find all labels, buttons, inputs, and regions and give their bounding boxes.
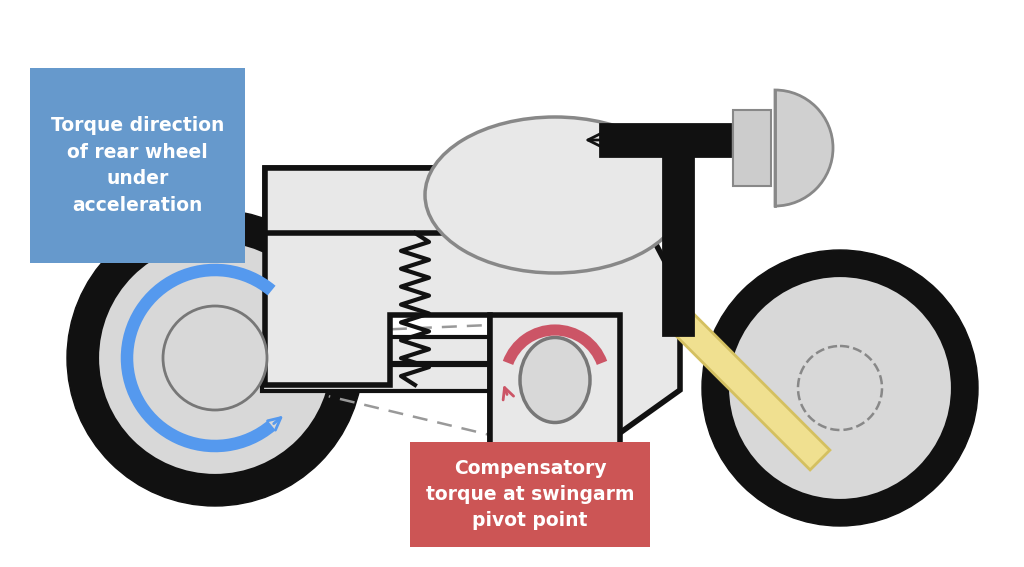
Bar xyxy=(663,140,693,335)
Text: Torque direction
of rear wheel
under
acceleration: Torque direction of rear wheel under acc… xyxy=(51,116,224,215)
Bar xyxy=(262,337,530,363)
Bar xyxy=(410,442,650,547)
Circle shape xyxy=(798,346,882,430)
Ellipse shape xyxy=(425,117,685,273)
Polygon shape xyxy=(670,310,829,470)
Polygon shape xyxy=(265,168,680,445)
Bar xyxy=(262,365,530,391)
Circle shape xyxy=(163,306,267,410)
Bar xyxy=(600,124,730,156)
Text: Compensatory
torque at swingarm
pivot point: Compensatory torque at swingarm pivot po… xyxy=(426,459,634,531)
Bar xyxy=(30,68,245,263)
Bar xyxy=(265,168,460,233)
Circle shape xyxy=(727,275,953,501)
Bar xyxy=(733,110,771,186)
Ellipse shape xyxy=(520,337,590,422)
Circle shape xyxy=(67,210,362,506)
Wedge shape xyxy=(775,90,833,206)
Circle shape xyxy=(702,250,978,526)
Bar xyxy=(490,315,620,445)
Circle shape xyxy=(97,240,333,476)
